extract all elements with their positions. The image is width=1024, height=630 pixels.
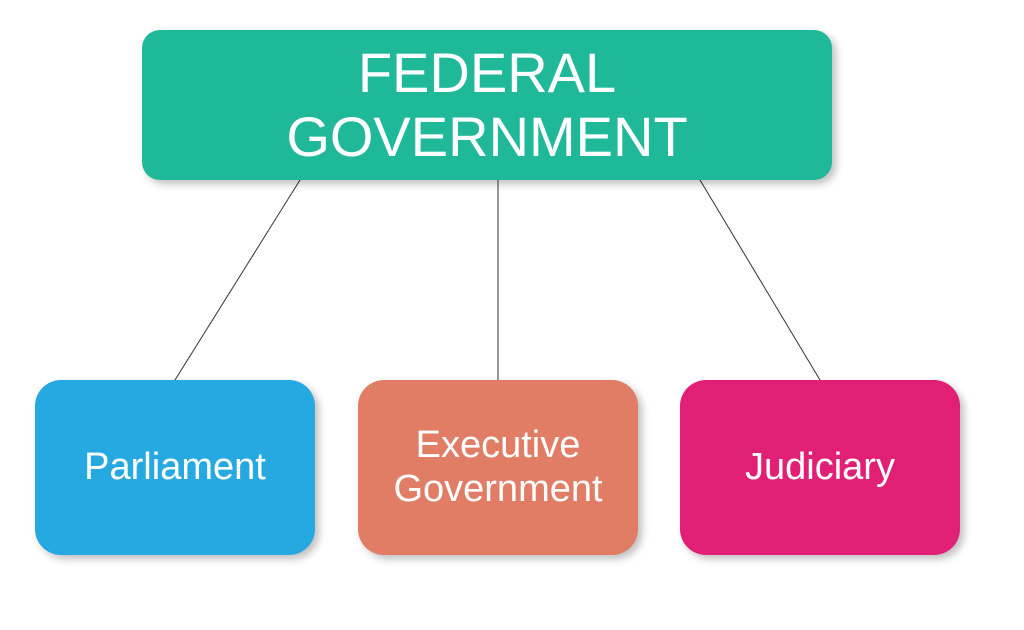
- root-node-label: FEDERAL GOVERNMENT: [152, 41, 822, 170]
- child-node-label: Executive Government: [368, 424, 628, 511]
- child-node-label: Judiciary: [745, 446, 895, 490]
- child-node-judiciary: Judiciary: [680, 380, 960, 555]
- child-node-executive-government: Executive Government: [358, 380, 638, 555]
- child-node-parliament: Parliament: [35, 380, 315, 555]
- child-node-label: Parliament: [84, 446, 266, 490]
- root-node-federal-government: FEDERAL GOVERNMENT: [142, 30, 832, 180]
